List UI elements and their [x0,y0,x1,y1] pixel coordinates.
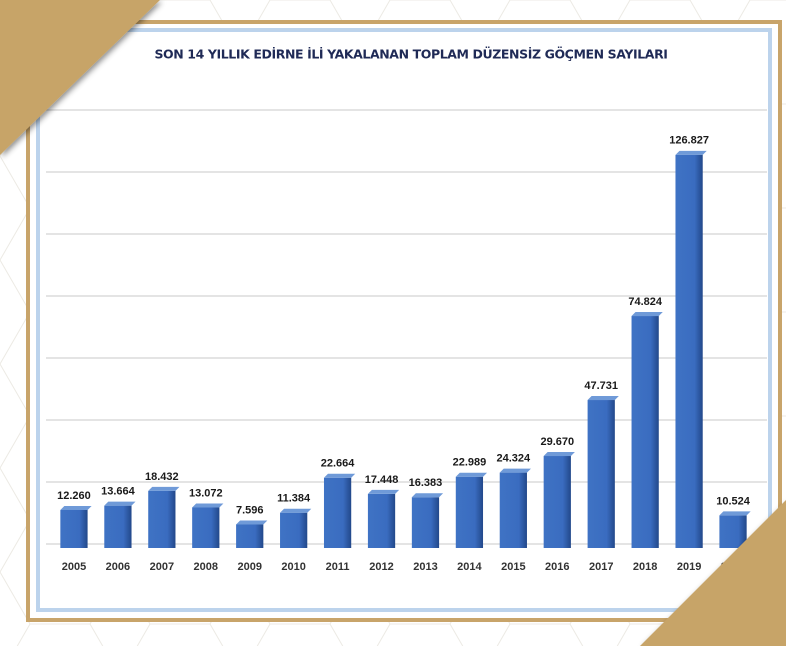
value-label: 16.383 [409,477,443,489]
bar-top [323,473,356,478]
value-label: 12.260 [57,490,91,502]
value-label: 13.072 [189,487,223,499]
bar [543,456,571,548]
bar [675,154,703,548]
x-tick-label: 2015 [501,561,525,573]
value-label: 11.384 [277,493,311,505]
x-tick-label: 2006 [106,561,130,573]
x-tick-label: 2011 [326,561,350,573]
x-tick-label: 2008 [194,561,218,573]
bar-top [280,508,312,513]
bar [499,472,527,548]
bar-top [587,396,619,401]
bar-top [367,489,400,494]
bar [236,524,264,548]
bar [587,400,615,548]
bar-top [499,468,531,473]
chart-title: SON 14 YILLIK EDİRNE İLİ YAKALANAN TOPLA… [154,47,667,62]
bar-top [60,505,92,510]
value-label: 126.827 [669,135,709,147]
bar-top [148,486,180,491]
value-label: 18.432 [145,471,179,483]
bar-top [631,312,663,317]
x-tick-label: 2019 [677,561,701,573]
value-label: 7.596 [236,504,264,516]
corner-decoration [640,500,786,646]
bar [148,490,176,548]
x-tick-label: 2007 [150,561,174,573]
bar [719,515,747,548]
bar [631,316,659,548]
value-label: 17.448 [365,474,399,486]
x-tick-label: 2014 [457,561,482,573]
corner-decoration [0,0,160,155]
x-tick-label: 2016 [545,561,569,573]
bar-top [543,452,575,457]
chart-border [36,28,772,612]
value-label: 74.824 [628,296,663,308]
value-label: 47.731 [584,380,618,392]
bar-top [675,150,707,155]
bar-top [192,503,224,508]
x-tick-label: 2010 [281,561,305,573]
value-label: 24.324 [497,453,532,465]
bar [323,477,352,548]
x-tick-label: 2017 [589,561,613,573]
bar-top [104,501,136,506]
x-tick-label: 2005 [62,561,86,573]
plot-area: 2005 12.260 2006 13.664 2007 18.432 2008 13.072… [46,109,767,573]
bar-top [236,520,268,525]
bar [192,507,220,548]
value-label: 22.989 [453,457,487,469]
bar-top [411,493,444,498]
value-label: 10.524 [716,495,751,507]
x-tick-label: 2009 [237,561,261,573]
bar [280,512,308,548]
bar [367,493,396,548]
x-tick-label: 2018 [633,561,657,573]
bar [455,476,484,548]
bar [60,509,88,548]
value-label: 22.664 [321,458,356,470]
bar [411,497,440,548]
bar-top [455,472,488,477]
x-tick-label: 2012 [369,561,393,573]
value-label: 29.670 [540,436,574,448]
x-tick-label: 2013 [413,561,437,573]
bar [104,505,132,548]
bar-top [719,511,751,516]
value-label: 13.664 [101,486,136,498]
